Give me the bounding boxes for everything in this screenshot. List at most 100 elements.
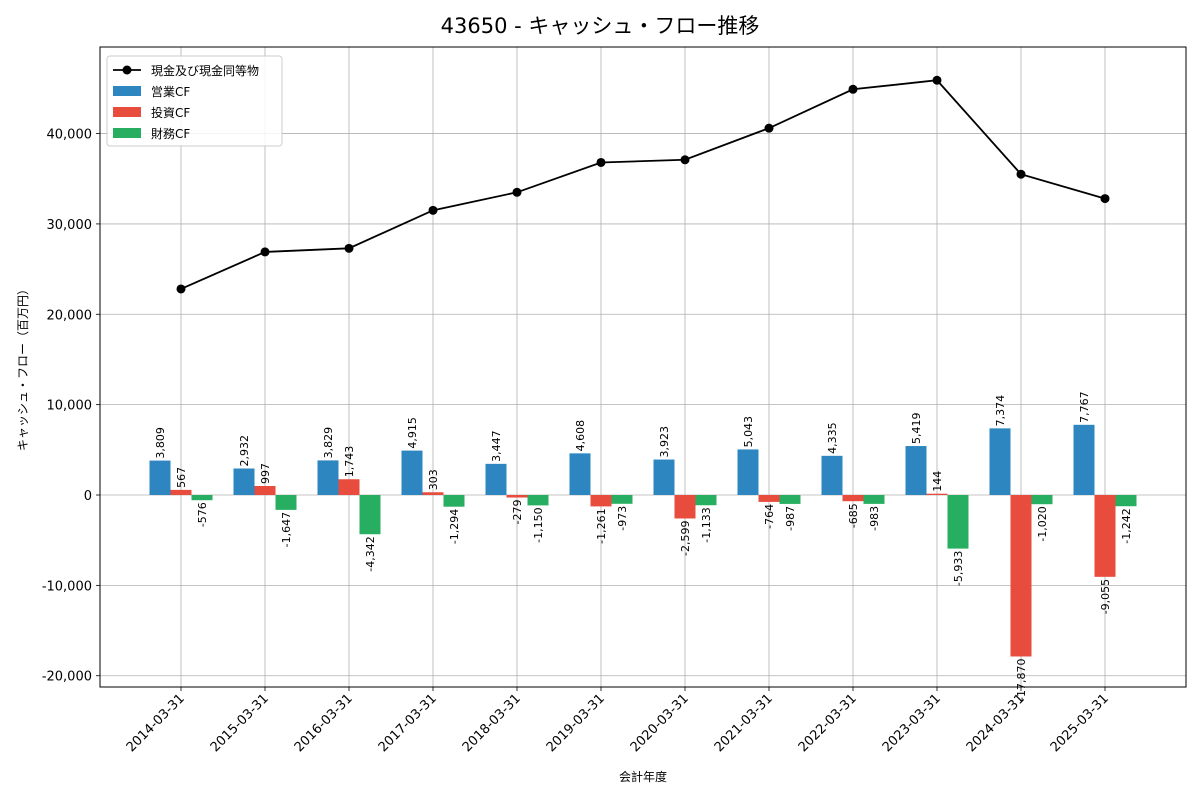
bar: [842, 495, 864, 502]
bar: [674, 495, 696, 519]
bar-value-label: -987: [784, 506, 797, 531]
bar: [506, 495, 528, 498]
bar-value-label: -1,020: [1036, 506, 1049, 541]
bar-value-label: -5,933: [952, 551, 965, 586]
bar: [653, 459, 675, 495]
bar: [926, 493, 948, 495]
bar: [1031, 495, 1053, 505]
legend-label: 営業CF: [151, 85, 190, 99]
bar: [338, 479, 360, 495]
bar-value-label: 7,374: [994, 395, 1007, 427]
x-axis-label: 会計年度: [619, 769, 667, 784]
bar: [1115, 495, 1137, 507]
bar-value-labels: 3,809 2,932 3,829 4,915 3,447 4,608 3,923 5,043…: [154, 391, 1133, 701]
bars: [149, 424, 1137, 657]
bar-value-label: -685: [847, 503, 860, 528]
bar-value-label: -973: [616, 506, 629, 531]
bar: [191, 495, 213, 501]
y-tick-label: 40,000: [47, 128, 93, 143]
cash-line-point: [680, 155, 690, 165]
bar: [737, 449, 759, 495]
bar: [947, 495, 969, 549]
legend-label: 現金及び現金同等物: [151, 63, 259, 78]
bar: [443, 495, 465, 507]
y-tick-label: 10,000: [47, 399, 93, 414]
y-axis-label: キャッシュ・フロー（百万円）: [16, 283, 30, 451]
x-tick-label: 2015-03-31: [208, 691, 272, 755]
bar-value-label: 997: [259, 463, 272, 484]
bar: [359, 495, 381, 535]
bar-value-label: 1,743: [343, 446, 356, 478]
x-tick-label: 2019-03-31: [544, 691, 608, 755]
bar-value-label: -1,133: [700, 507, 713, 542]
bar: [905, 446, 927, 495]
bar: [1073, 424, 1095, 495]
legend-swatch: [113, 128, 141, 138]
bar-value-label: -983: [868, 506, 881, 531]
bar-value-label: 4,608: [574, 420, 587, 452]
bar: [590, 495, 612, 507]
bar-value-label: -2,599: [679, 520, 692, 555]
x-tick-label: 2022-03-31: [796, 691, 860, 755]
x-tick-label: 2017-03-31: [376, 691, 440, 755]
cash-line-point: [1016, 169, 1026, 179]
bar: [275, 495, 297, 510]
bar-value-label: 4,335: [826, 422, 839, 454]
x-tick-label: 2023-03-31: [880, 691, 944, 755]
bar: [485, 463, 507, 495]
bar-value-label: -279: [511, 500, 524, 525]
bar-value-label: -1,294: [448, 509, 461, 544]
grid-lines: [100, 47, 1186, 687]
y-tick-label: 20,000: [47, 308, 93, 323]
bar-value-label: 3,923: [658, 426, 671, 458]
cash-line-point: [764, 123, 774, 133]
x-tick-label: 2021-03-31: [712, 691, 776, 755]
bar-value-label: 3,829: [322, 427, 335, 459]
cash-line-point: [932, 75, 942, 85]
x-tick-label: 2020-03-31: [628, 691, 692, 755]
bar-value-label: 303: [427, 469, 440, 490]
y-tick-label: 0: [84, 489, 92, 504]
cash-line-point: [260, 247, 270, 257]
bar: [170, 489, 192, 495]
bar: [863, 495, 885, 504]
legend-label: 財務CF: [151, 126, 190, 141]
bar: [233, 468, 255, 495]
bar: [1010, 495, 1032, 657]
cash-line-point: [848, 84, 858, 94]
bar-value-label: 3,447: [490, 430, 503, 462]
bar: [611, 495, 633, 504]
bar: [779, 495, 801, 504]
cash-line-point: [428, 205, 438, 215]
cash-line-path: [180, 79, 1106, 290]
bar: [401, 450, 423, 495]
legend-marker: [122, 65, 132, 75]
x-tick-label: 2018-03-31: [460, 691, 524, 755]
bar: [422, 492, 444, 495]
legend-swatch: [113, 86, 141, 96]
legend-box: [106, 55, 283, 147]
bar: [989, 428, 1011, 495]
bar-value-label: -4,342: [364, 536, 377, 571]
plot-frame: [99, 46, 1187, 688]
y-tick-label: 30,000: [47, 218, 93, 233]
bar: [695, 495, 717, 506]
bar-value-label: 3,809: [154, 427, 167, 459]
bar-value-label: -17,870: [1015, 658, 1028, 700]
cash-line-point: [344, 243, 354, 253]
bar: [317, 460, 339, 495]
bar-value-label: 567: [175, 467, 188, 488]
y-tick-label: -10,000: [42, 579, 92, 594]
cash-line-point: [1100, 194, 1110, 204]
bar: [1094, 495, 1116, 577]
x-tick-label: 2014-03-31: [124, 691, 188, 755]
x-tick-label: 2016-03-31: [292, 691, 356, 755]
bar: [758, 495, 780, 502]
bar-value-label: -1,150: [532, 507, 545, 542]
legend-label: 投資CF: [151, 105, 190, 120]
cash-line-point: [176, 284, 186, 294]
bar: [821, 455, 843, 495]
